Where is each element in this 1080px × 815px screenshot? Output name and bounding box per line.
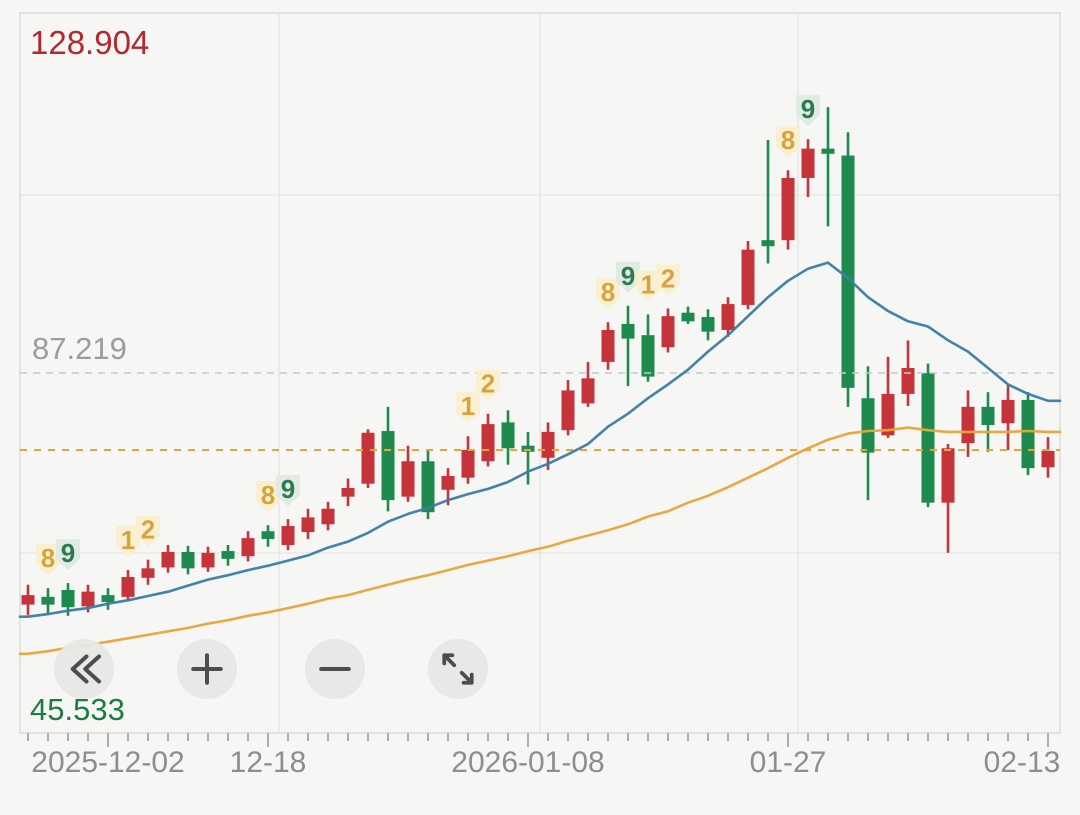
x-axis-ticks [27, 733, 1049, 747]
candle [261, 525, 275, 547]
candle [601, 322, 615, 370]
candle [361, 429, 375, 489]
candle [801, 139, 815, 197]
mid-price-label: 87.219 [32, 331, 127, 366]
td-signal-badge: 1 [636, 269, 660, 302]
td-signal-badge: 1 [116, 525, 140, 558]
x-axis-date-label: 01-27 [749, 746, 827, 779]
fullscreen-button[interactable] [428, 639, 488, 699]
td-signal-count: 9 [61, 538, 75, 568]
td-signal-badge: 2 [656, 263, 680, 296]
minus-icon [315, 649, 355, 689]
td-signal-badge: 1 [456, 391, 480, 424]
candles-series [21, 107, 1055, 616]
candle [541, 422, 555, 470]
zoom-in-button[interactable] [177, 639, 237, 699]
candle [961, 390, 975, 457]
candle [841, 132, 855, 407]
candle [741, 241, 755, 310]
candle [141, 559, 155, 585]
td-signal-count: 9 [281, 474, 295, 504]
candle [561, 380, 575, 436]
candle [581, 361, 595, 407]
candle [1001, 385, 1015, 451]
period-low-price-label: 45.533 [30, 692, 125, 727]
candle [761, 139, 775, 264]
candle [41, 588, 55, 614]
td-signal-badge: 8 [256, 480, 280, 513]
candle [501, 410, 515, 465]
candle [661, 308, 675, 353]
td-signal-count: 9 [801, 94, 815, 124]
candle [401, 445, 415, 502]
td-signal-count: 8 [601, 277, 615, 307]
period-high-price-label: 128.904 [30, 24, 150, 61]
candle [721, 297, 735, 337]
candle [1041, 437, 1055, 478]
candle [181, 545, 195, 575]
candle [121, 570, 135, 602]
x-axis-date-label: 02-13 [983, 746, 1061, 779]
ma-line-fast [18, 261, 1062, 619]
td-signal-count: 1 [641, 269, 655, 299]
td-signal-badge: 9 [796, 94, 820, 127]
td-signal-count: 2 [481, 369, 495, 399]
candle [381, 406, 395, 512]
candle [681, 306, 695, 324]
expand-diagonal-icon [438, 649, 478, 689]
candle [301, 508, 315, 539]
ma-line-slow [18, 426, 1062, 656]
candle [641, 314, 655, 382]
candle [821, 107, 835, 227]
candle [881, 356, 895, 438]
candle [941, 443, 955, 553]
candle [981, 392, 995, 452]
candle [921, 363, 935, 508]
plus-icon [187, 649, 227, 689]
candle [781, 170, 795, 250]
candle [201, 546, 215, 572]
zoom-out-button[interactable] [305, 639, 365, 699]
double-chevron-left-icon [64, 649, 104, 689]
candle [341, 478, 355, 507]
td-signal-count: 2 [661, 263, 675, 293]
candle [521, 431, 535, 485]
td-signal-count: 8 [41, 543, 55, 573]
x-axis-date-label: 2026-01-08 [451, 746, 605, 779]
td-signal-badge: 9 [616, 261, 640, 293]
candle [1021, 392, 1035, 476]
td-signal-badge: 2 [136, 515, 160, 547]
candle [481, 413, 495, 467]
candle [621, 305, 635, 387]
candle [221, 545, 235, 566]
td-signal-badge: 8 [36, 543, 60, 576]
candle [101, 588, 115, 610]
td-signal-count: 2 [141, 515, 155, 545]
candle [281, 519, 295, 551]
td-signal-count: 1 [461, 391, 475, 421]
x-axis-date-label: 2025-12-02 [31, 746, 185, 779]
td-signal-count: 9 [621, 261, 635, 291]
td-signal-badge: 9 [276, 474, 300, 507]
candle [241, 531, 255, 562]
td-signal-count: 8 [781, 125, 795, 155]
candle [461, 436, 475, 484]
candle [161, 545, 175, 573]
x-axis-date-label: 12-18 [229, 746, 307, 779]
td-signal-count: 8 [261, 480, 275, 510]
td-signal-badge: 8 [596, 277, 620, 310]
td-signal-count: 1 [121, 525, 135, 555]
td-signal-badge: 9 [56, 538, 80, 571]
td-signal-badge: 2 [476, 369, 500, 401]
candle [321, 501, 335, 531]
reference-lines [20, 372, 1060, 452]
candle [861, 366, 875, 501]
td-signal-badge: 8 [776, 125, 800, 158]
collapse-chart-button[interactable] [54, 639, 114, 699]
candle [701, 309, 715, 341]
candle [21, 584, 35, 615]
